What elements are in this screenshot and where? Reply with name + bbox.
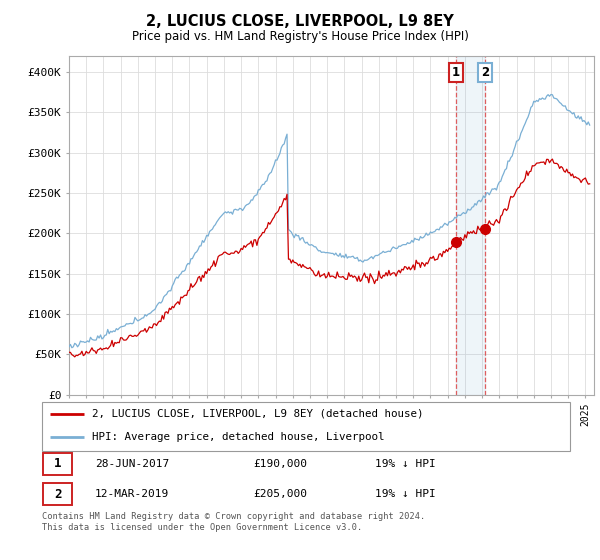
Text: 2, LUCIUS CLOSE, LIVERPOOL, L9 8EY: 2, LUCIUS CLOSE, LIVERPOOL, L9 8EY [146, 14, 454, 29]
FancyBboxPatch shape [43, 452, 72, 475]
Text: HPI: Average price, detached house, Liverpool: HPI: Average price, detached house, Live… [92, 432, 385, 442]
Text: Contains HM Land Registry data © Crown copyright and database right 2024.
This d: Contains HM Land Registry data © Crown c… [42, 512, 425, 532]
Bar [456, 56, 485, 395]
Text: 1: 1 [452, 66, 460, 78]
Text: 19% ↓ HPI: 19% ↓ HPI [374, 459, 436, 469]
Text: £205,000: £205,000 [253, 489, 307, 500]
Text: £190,000: £190,000 [253, 459, 307, 469]
Text: Price paid vs. HM Land Registry's House Price Index (HPI): Price paid vs. HM Land Registry's House … [131, 30, 469, 43]
FancyBboxPatch shape [43, 483, 72, 506]
Text: 2: 2 [481, 66, 490, 78]
FancyBboxPatch shape [42, 402, 570, 451]
Text: 2, LUCIUS CLOSE, LIVERPOOL, L9 8EY (detached house): 2, LUCIUS CLOSE, LIVERPOOL, L9 8EY (deta… [92, 409, 424, 419]
Text: 2: 2 [54, 488, 61, 501]
Text: 12-MAR-2019: 12-MAR-2019 [95, 489, 169, 500]
Text: 1: 1 [54, 457, 61, 470]
Text: 19% ↓ HPI: 19% ↓ HPI [374, 489, 436, 500]
Text: 28-JUN-2017: 28-JUN-2017 [95, 459, 169, 469]
